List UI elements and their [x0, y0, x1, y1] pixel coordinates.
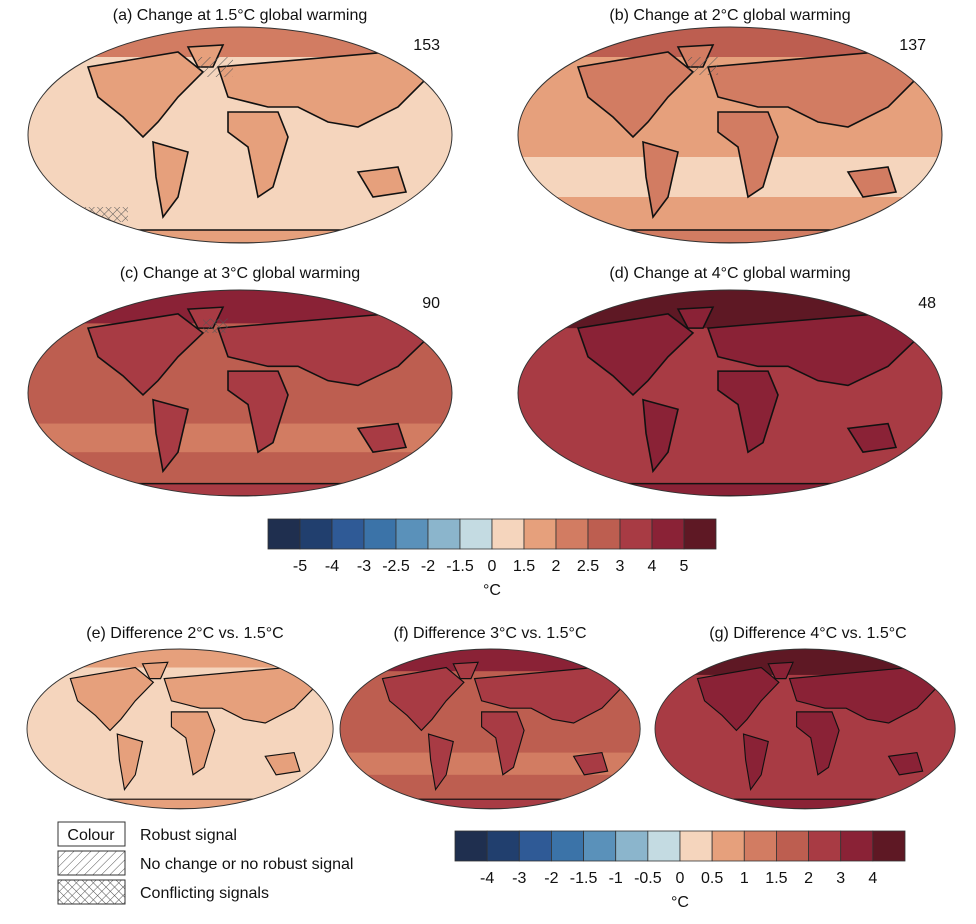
- colorbar-tick-label: 2.5: [577, 558, 599, 575]
- map-c: [27, 289, 453, 497]
- model-count: 90: [422, 295, 440, 312]
- colorbar-tick-label: -2: [421, 558, 435, 575]
- colorbar-box: [395, 518, 429, 550]
- colorbar-box: [679, 830, 713, 862]
- colorbar-tick-label: -3: [357, 558, 371, 575]
- panel-title: (d) Change at 4°C global warming: [609, 265, 850, 282]
- colorbar-tick-label: -2: [544, 870, 558, 887]
- colorbar-box: [454, 830, 488, 862]
- colorbar-box: [523, 518, 557, 550]
- colorbar-box: [619, 518, 653, 550]
- colorbar-box: [872, 830, 906, 862]
- map-e: [26, 648, 334, 810]
- colorbar-box: [808, 830, 842, 862]
- model-count: 137: [899, 37, 926, 54]
- colorbar-tick-label: -1.5: [446, 558, 474, 575]
- colorbar-tick-label: -4: [325, 558, 339, 575]
- colorbar-tick-label: 3: [616, 558, 625, 575]
- legend-swatch: [57, 821, 126, 847]
- panel-title: (f) Difference 3°C vs. 1.5°C: [393, 625, 586, 642]
- map-a: [27, 26, 453, 244]
- colorbar-box: [776, 830, 809, 862]
- colorbar-tick-label: -4: [480, 870, 494, 887]
- colorbar-unit: °C: [671, 894, 689, 911]
- colorbar-tick-label: -0.5: [634, 870, 662, 887]
- colorbar-box: [459, 518, 493, 550]
- map-g: [654, 648, 956, 810]
- model-count: 48: [918, 295, 936, 312]
- colorbar-box: [363, 518, 397, 550]
- legend-label: No change or no robust signal: [140, 856, 353, 873]
- colorbar-tick-label: 1: [740, 870, 749, 887]
- colorbar-box: [555, 518, 589, 550]
- panel-title: (b) Change at 2°C global warming: [609, 7, 850, 24]
- map-b: [517, 26, 943, 244]
- legend-label: Robust signal: [140, 827, 237, 844]
- colorbar-box: [743, 830, 777, 862]
- colorbar-tick-label: 0.5: [701, 870, 723, 887]
- map-d: [517, 289, 943, 497]
- colorbar-tick-label: -3: [512, 870, 526, 887]
- colorbar-box: [267, 518, 301, 550]
- legend-label: Conflicting signals: [140, 885, 269, 902]
- colorbar-tick-label: -1.5: [570, 870, 598, 887]
- colorbar-tick-label: 0: [488, 558, 497, 575]
- colorbar-unit: °C: [483, 582, 501, 599]
- colorbar-tick-label: 3: [836, 870, 845, 887]
- colorbar-box: [331, 518, 365, 550]
- legend-swatch: [57, 879, 126, 905]
- colorbar-tick-label: 1.5: [513, 558, 535, 575]
- colorbar-tick-label: 2: [552, 558, 561, 575]
- colorbar-box: [299, 518, 333, 550]
- colorbar-tick-label: 2: [804, 870, 813, 887]
- colorbar-box: [647, 830, 681, 862]
- colorbar-tick-label: -2.5: [382, 558, 410, 575]
- colorbar-box: [518, 830, 552, 862]
- model-count: 153: [413, 37, 440, 54]
- colorbar-box: [711, 830, 745, 862]
- panel-title: (a) Change at 1.5°C global warming: [113, 7, 368, 24]
- colorbar-box: [427, 518, 461, 550]
- legend-swatch: [57, 850, 126, 876]
- colorbar-tick-label: -1: [609, 870, 623, 887]
- colorbar-box: [587, 518, 621, 550]
- colorbar-box: [651, 518, 685, 550]
- colorbar-box: [583, 830, 617, 862]
- colorbar-box: [551, 830, 584, 862]
- colorbar-tick-label: 4: [868, 870, 877, 887]
- colorbar-tick-label: 0: [676, 870, 685, 887]
- panel-title: (g) Difference 4°C vs. 1.5°C: [709, 625, 906, 642]
- panel-title: (e) Difference 2°C vs. 1.5°C: [86, 625, 283, 642]
- colorbar-box: [491, 518, 525, 550]
- colorbar-tick-label: 4: [648, 558, 657, 575]
- legend-swatch-label: Colour: [67, 827, 115, 844]
- colorbar-box: [840, 830, 874, 862]
- colorbar-box: [486, 830, 520, 862]
- colorbar-tick-label: 1.5: [765, 870, 787, 887]
- colorbar-tick-label: 5: [680, 558, 689, 575]
- map-f: [339, 648, 641, 810]
- colorbar-box: [683, 518, 717, 550]
- colorbar-box: [615, 830, 649, 862]
- panel-title: (c) Change at 3°C global warming: [120, 265, 360, 282]
- colorbar-tick-label: -5: [293, 558, 307, 575]
